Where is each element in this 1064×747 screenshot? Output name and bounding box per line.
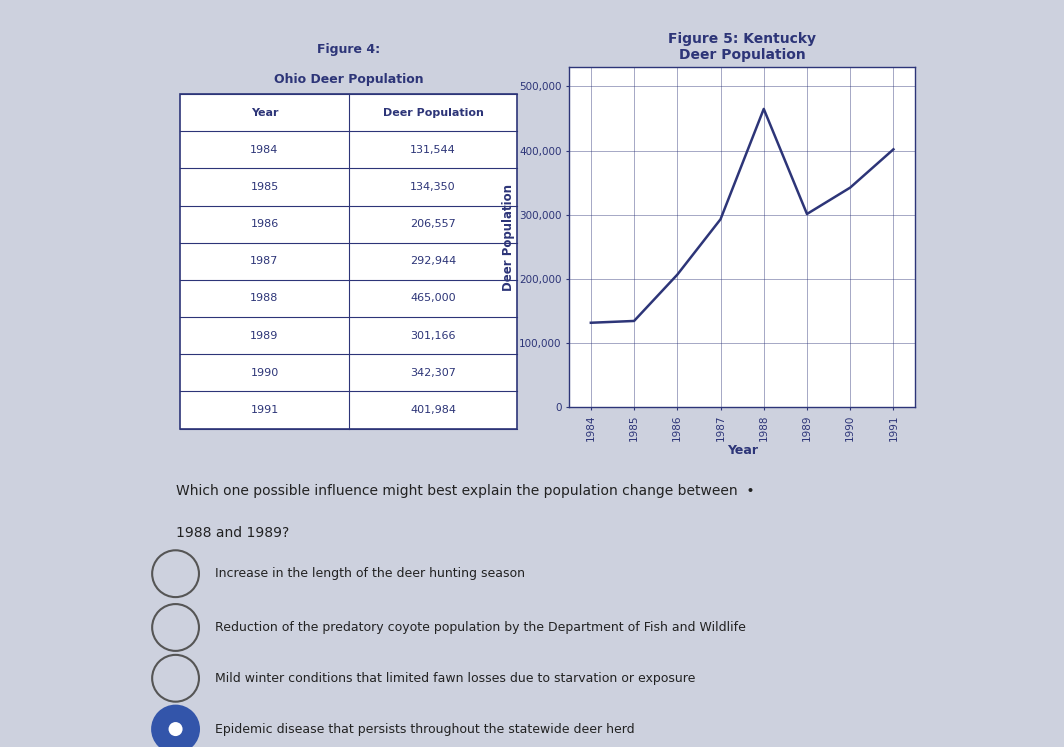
Text: Year: Year <box>251 108 279 117</box>
Text: 1986: 1986 <box>250 219 279 229</box>
Text: 1988 and 1989?: 1988 and 1989? <box>176 526 288 540</box>
Text: 342,307: 342,307 <box>410 368 456 378</box>
X-axis label: Year: Year <box>727 444 758 457</box>
Text: 131,544: 131,544 <box>411 145 455 155</box>
Ellipse shape <box>152 706 199 747</box>
Text: 1990: 1990 <box>250 368 279 378</box>
Text: Reduction of the predatory coyote population by the Department of Fish and Wildl: Reduction of the predatory coyote popula… <box>215 621 746 634</box>
Text: Increase in the length of the deer hunting season: Increase in the length of the deer hunti… <box>215 567 525 580</box>
Text: 1987: 1987 <box>250 256 279 266</box>
Text: Which one possible influence might best explain the population change between  •: Which one possible influence might best … <box>176 484 754 498</box>
Text: Mild winter conditions that limited fawn losses due to starvation or exposure: Mild winter conditions that limited fawn… <box>215 672 695 685</box>
Text: 1984: 1984 <box>250 145 279 155</box>
Text: Ohio Deer Population: Ohio Deer Population <box>273 72 423 86</box>
Ellipse shape <box>168 722 183 736</box>
Text: Deer Population: Deer Population <box>383 108 483 117</box>
FancyBboxPatch shape <box>180 94 517 429</box>
Text: 1988: 1988 <box>250 294 279 303</box>
Text: 401,984: 401,984 <box>410 405 456 415</box>
Text: 301,166: 301,166 <box>411 331 455 341</box>
Text: 134,350: 134,350 <box>411 182 455 192</box>
Text: Figure 4:: Figure 4: <box>317 43 380 56</box>
Title: Figure 5: Kentucky
Deer Population: Figure 5: Kentucky Deer Population <box>668 31 816 62</box>
Text: 206,557: 206,557 <box>411 219 455 229</box>
Text: 292,944: 292,944 <box>410 256 456 266</box>
Text: 1985: 1985 <box>250 182 279 192</box>
Text: 1989: 1989 <box>250 331 279 341</box>
Text: Epidemic disease that persists throughout the statewide deer herd: Epidemic disease that persists throughou… <box>215 722 634 736</box>
Text: 465,000: 465,000 <box>411 294 455 303</box>
Text: 1991: 1991 <box>250 405 279 415</box>
Y-axis label: Deer Population: Deer Population <box>502 184 515 291</box>
